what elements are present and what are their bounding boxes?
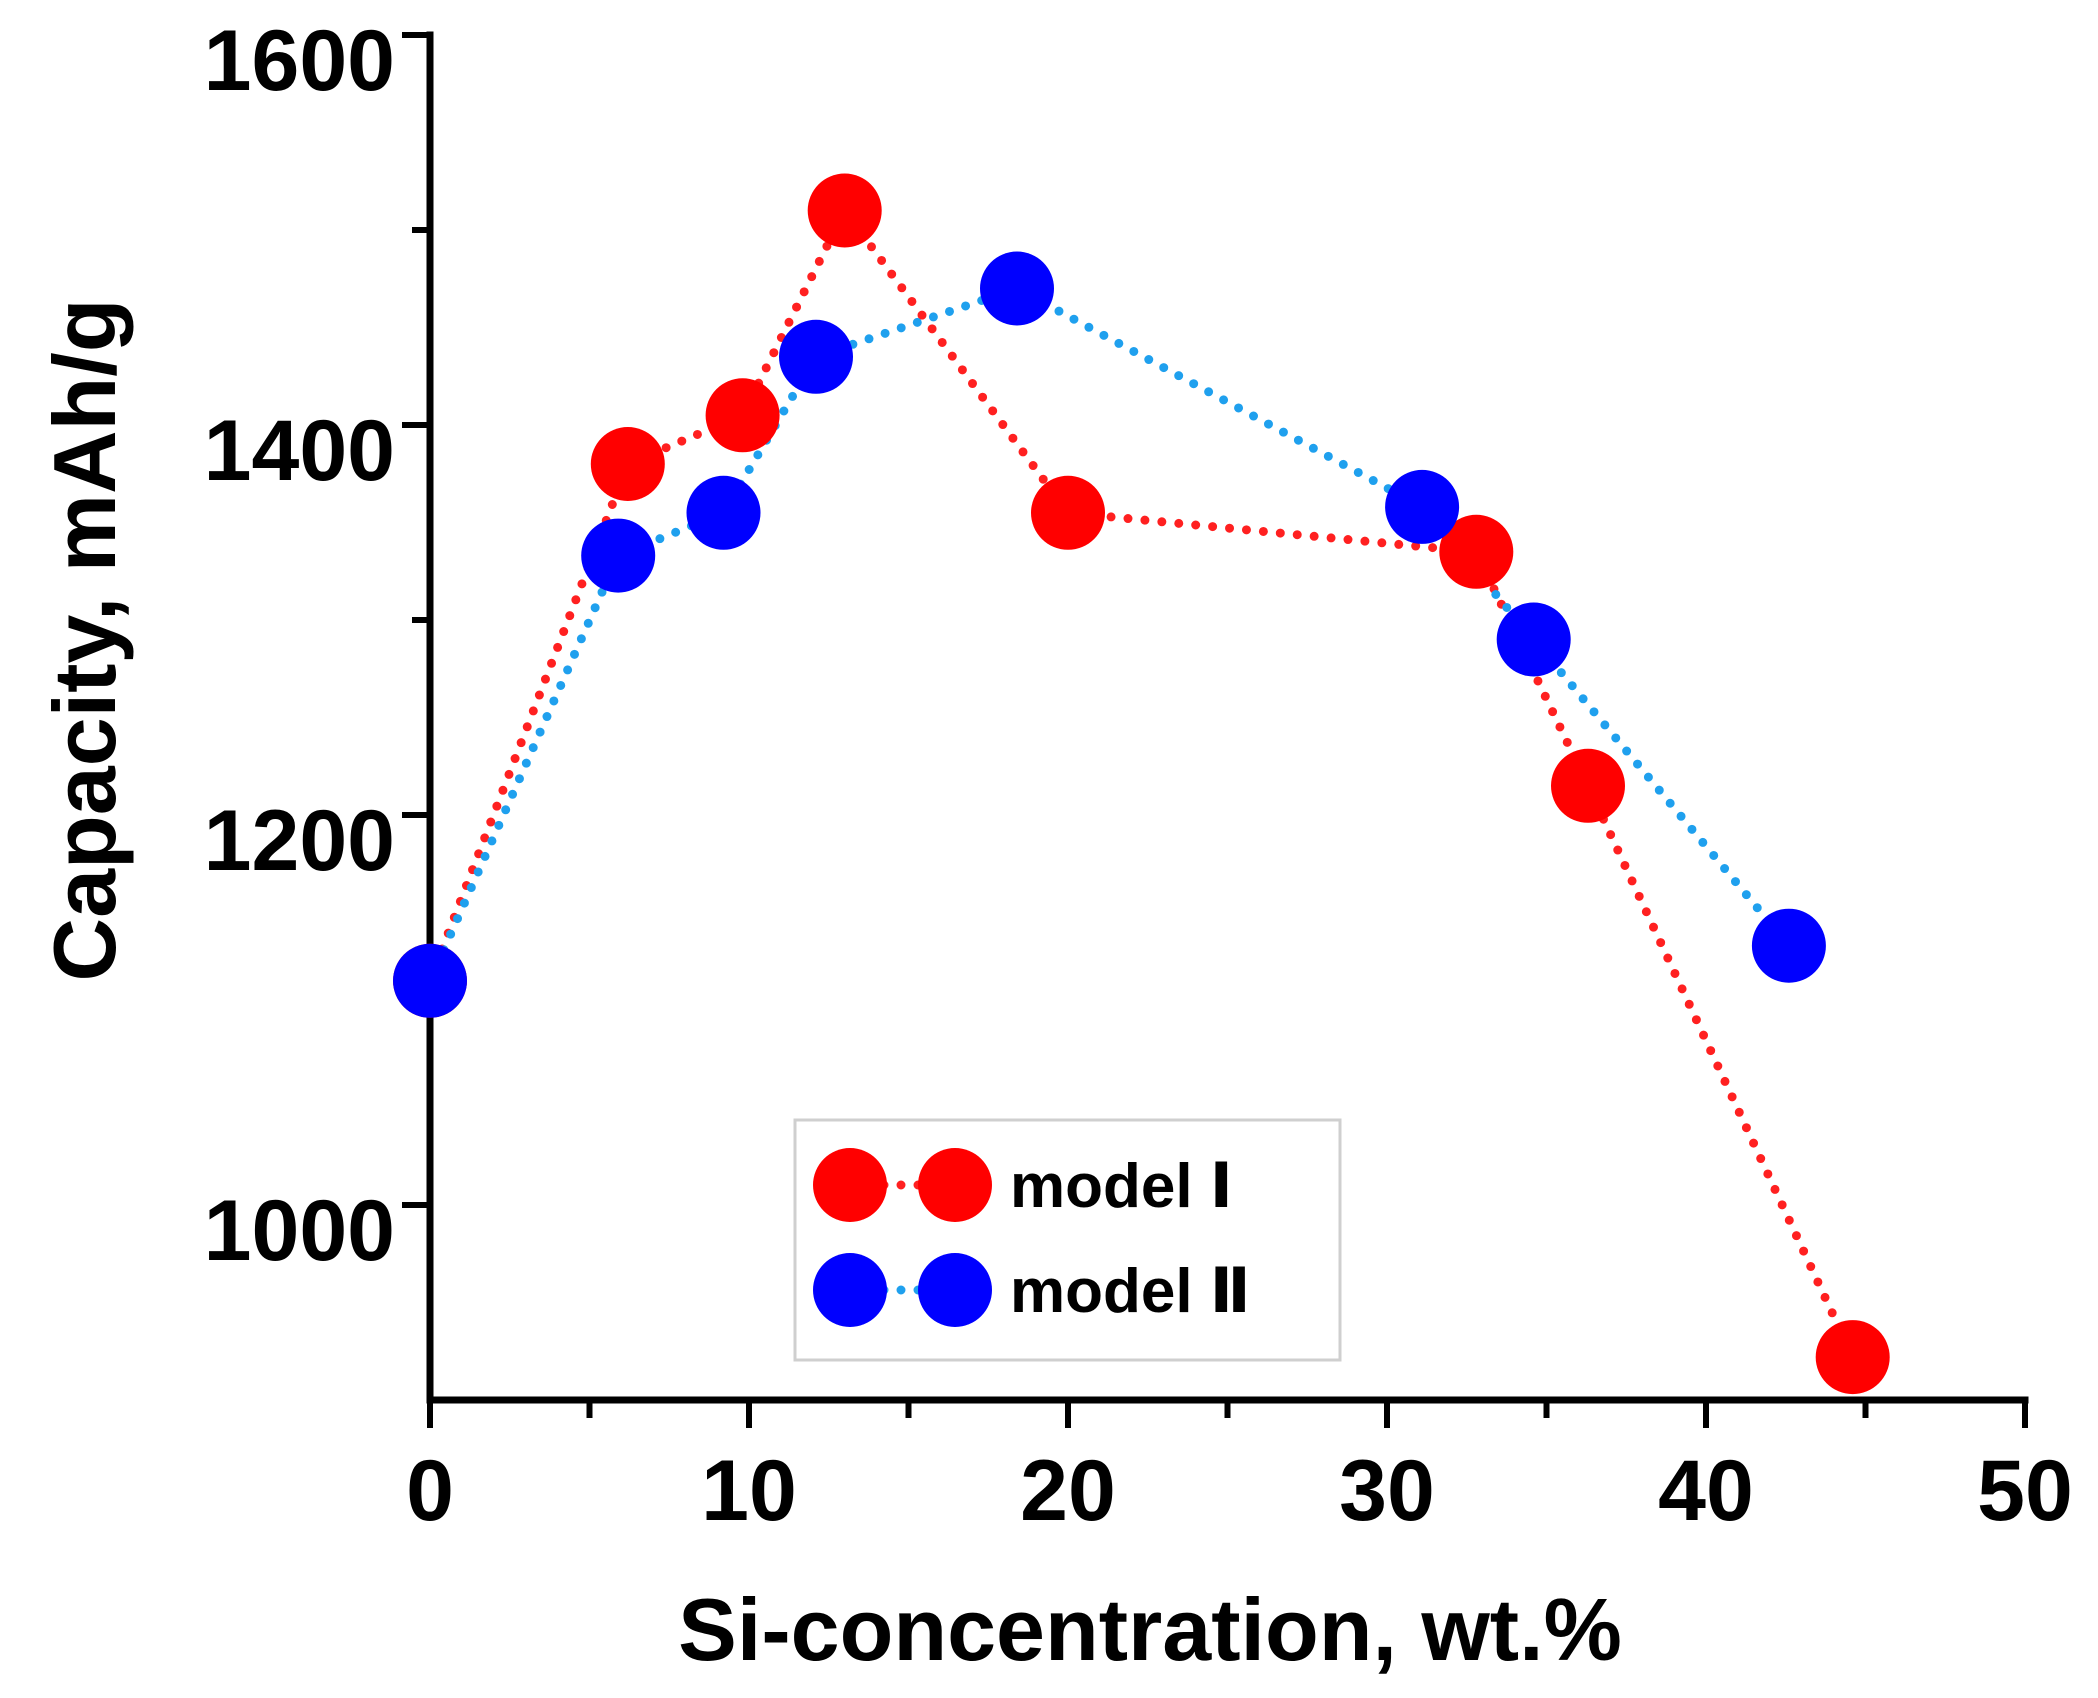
x-tick-label-0: 0 xyxy=(406,1443,454,1539)
data-point-model-2-5 xyxy=(1385,469,1460,544)
y-tick-label-1200: 1200 xyxy=(204,793,395,889)
y-axis-title: Capacity, mAh/g xyxy=(35,299,134,982)
x-tick-label-20: 20 xyxy=(1020,1443,1116,1539)
legend-marker-model-1-b xyxy=(918,1148,992,1222)
data-point-model-2-3 xyxy=(779,319,853,394)
data-point-model-1-6 xyxy=(1551,748,1625,823)
data-point-model-2-6 xyxy=(1496,602,1571,677)
data-point-model-1-3 xyxy=(807,173,882,248)
data-point-model-1-4 xyxy=(1031,475,1105,550)
legend-box xyxy=(793,1118,1342,1362)
data-point-model-2-4 xyxy=(980,251,1054,326)
data-point-model-2-0 xyxy=(393,943,467,1018)
x-tick-label-30: 30 xyxy=(1339,1443,1435,1539)
legend-label-model-1: model Ⅰ xyxy=(1010,1152,1233,1221)
data-point-model-1-1 xyxy=(590,427,665,501)
legend-marker-model-1-a xyxy=(813,1148,887,1222)
data-point-model-2-1 xyxy=(581,518,656,593)
data-point-model-1-5 xyxy=(1439,514,1514,589)
data-point-model-2-7 xyxy=(1751,908,1826,983)
x-tick-label-10: 10 xyxy=(701,1443,797,1539)
y-tick-label-1400: 1400 xyxy=(204,403,395,499)
x-tick-label-40: 40 xyxy=(1658,1443,1754,1539)
x-tick-label-50: 50 xyxy=(1977,1443,2073,1539)
legend: model Ⅰ model Ⅱ xyxy=(793,1118,1342,1362)
y-tick-label-1600: 1600 xyxy=(204,13,395,109)
y-tick-label-1000: 1000 xyxy=(204,1183,395,1279)
data-point-model-2-2 xyxy=(686,475,761,550)
data-point-model-1-2 xyxy=(705,378,780,453)
axis-ticks xyxy=(402,32,2028,1428)
legend-label-model-2: model Ⅱ xyxy=(1010,1257,1251,1326)
data-point-model-1-7 xyxy=(1815,1320,1890,1395)
series-line-model-2 xyxy=(425,283,1794,986)
legend-marker-model-2-b xyxy=(918,1253,992,1327)
legend-marker-model-2-a xyxy=(813,1253,887,1327)
series-points xyxy=(393,173,1890,1395)
x-axis-title: Si-concentration, wt.% xyxy=(678,1580,1622,1679)
